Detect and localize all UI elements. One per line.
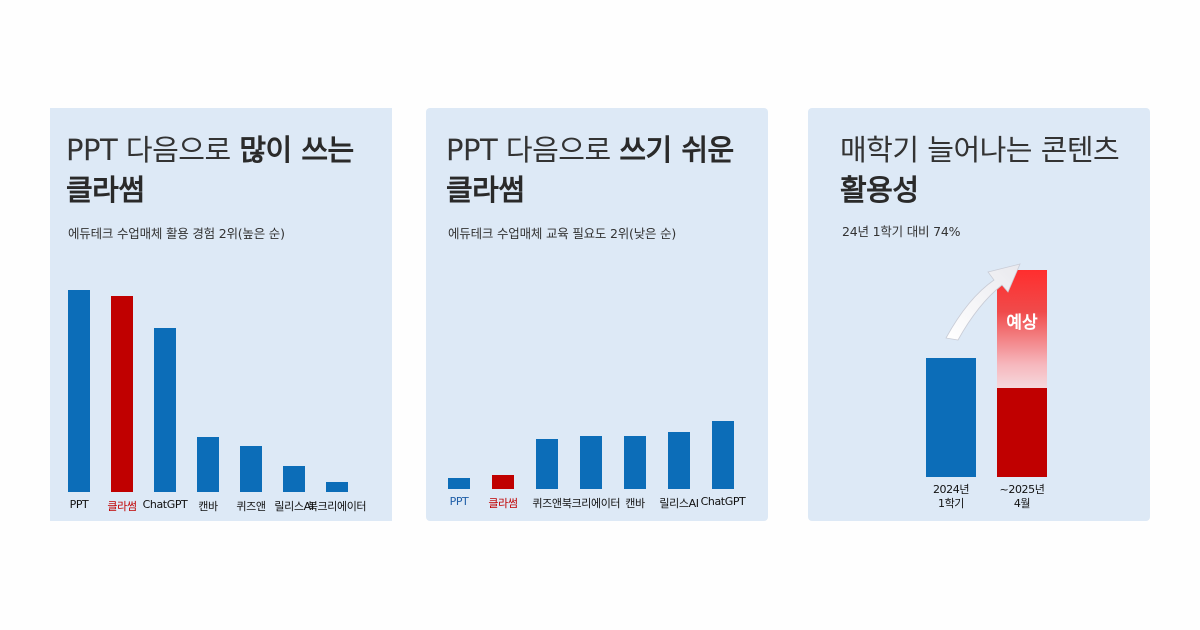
bar-4 <box>624 435 646 489</box>
bar-5 <box>668 432 690 489</box>
bar-0 <box>68 290 90 492</box>
x-tick-label: ~2025년 4월 <box>999 483 1045 510</box>
x-tick-label: 퀴즈앤 <box>236 500 266 513</box>
card-title: 매학기 늘어나는 콘텐츠 활용성 <box>840 133 1120 207</box>
card-subtitle: 24년 1학기 대비 74% <box>842 224 961 239</box>
bar-5 <box>283 465 305 492</box>
arrow-shape <box>945 263 1021 341</box>
chart-card-usage: PPT 다음으로 많이 쓰는 클라썸 에듀테크 수업매체 활용 경험 2위(높은 … <box>50 108 392 521</box>
x-tick-label: 북크리에이터 <box>307 500 367 513</box>
bar-0 <box>448 478 470 489</box>
card-title: PPT 다음으로 많이 쓰는 클라썸 <box>66 133 354 207</box>
bar-2 <box>536 439 558 489</box>
x-tick-label: 북크리에이터 <box>561 497 621 510</box>
x-tick-label: ChatGPT <box>142 498 188 511</box>
x-tick-label: ChatGPT <box>700 495 746 508</box>
chart-card-growth: 매학기 늘어나는 콘텐츠 활용성 24년 1학기 대비 74% 예상 2024년 1… <box>808 108 1150 521</box>
x-tick-label: 클라썸 <box>107 500 137 513</box>
bar-6 <box>326 481 348 492</box>
bar-2025-april <box>997 387 1047 477</box>
card-title: PPT 다음으로 쓰기 쉬운 클라썸 <box>446 133 734 207</box>
bar-2024-1st-semester <box>926 358 976 477</box>
x-tick-label: 캔바 <box>198 500 218 513</box>
bar-1 <box>111 296 133 492</box>
growth-arrow-icon <box>945 263 1021 341</box>
x-tick-label: 릴리스AI <box>274 500 314 513</box>
chart-card-ease: PPT 다음으로 쓰기 쉬운 클라썸 에듀테크 수업매체 교육 필요도 2위(낮은… <box>426 108 768 521</box>
x-tick-label: 릴리스AI <box>659 497 699 510</box>
x-tick-label: 퀴즈앤 <box>532 497 562 510</box>
bar-1 <box>492 474 514 489</box>
x-tick-label: 캔바 <box>625 497 645 510</box>
x-tick-label: PPT <box>449 495 469 508</box>
x-tick-label: 2024년 1학기 <box>932 483 970 510</box>
bar-forecast-segment <box>997 270 1047 388</box>
x-tick-label: PPT <box>69 498 89 511</box>
card-subtitle: 에듀테크 수업매체 교육 필요도 2위(낮은 순) <box>448 226 677 241</box>
bar-2 <box>154 328 176 492</box>
card-subtitle: 에듀테크 수업매체 활용 경험 2위(높은 순) <box>68 226 285 241</box>
x-tick-label: 클라썸 <box>488 497 518 510</box>
bar-6 <box>712 421 734 489</box>
bar-4 <box>240 445 262 492</box>
bar-3 <box>580 435 602 489</box>
forecast-badge: 예상 <box>1006 313 1038 333</box>
bar-3 <box>197 437 219 492</box>
